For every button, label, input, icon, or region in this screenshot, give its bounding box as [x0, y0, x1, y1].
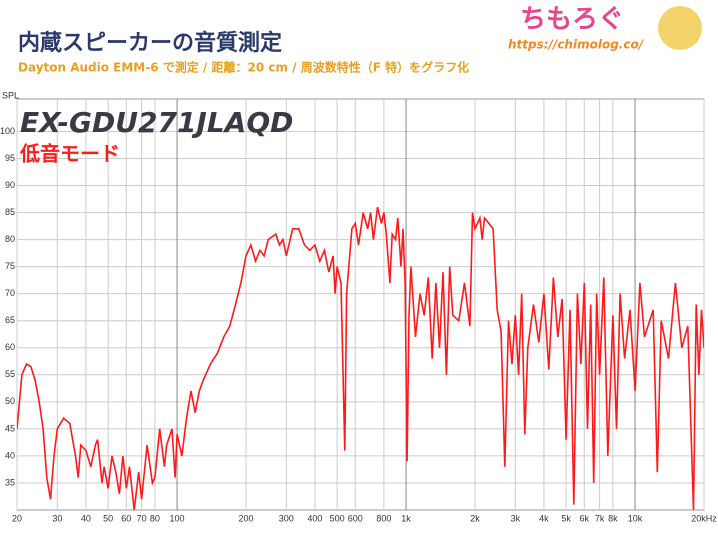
y-tick-label: 45 — [5, 423, 15, 433]
x-tick-label: 30 — [52, 513, 62, 523]
x-tick-label: 2k — [470, 513, 480, 523]
y-tick-label: 85 — [5, 207, 15, 217]
chart-title: 内蔵スピーカーの音質測定 — [18, 30, 282, 56]
y-tick-label: 95 — [5, 153, 15, 163]
x-tick-label: 600 — [348, 513, 363, 523]
annotation: EX-GDU271JLAQD — [20, 106, 293, 139]
x-tick-label: 500 — [330, 513, 345, 523]
y-tick-label: 55 — [5, 369, 15, 379]
x-tick-label: 8k — [608, 513, 618, 523]
x-tick-label: 20 — [12, 513, 22, 523]
x-tick-label: 7k — [595, 513, 605, 523]
y-tick-label: 60 — [5, 342, 15, 352]
chart-subtitle: Dayton Audio EMM-6 で測定 / 距離：20 cm / 周波数特… — [18, 60, 469, 75]
y-tick-label: 65 — [5, 315, 15, 325]
x-tick-label: 6k — [580, 513, 590, 523]
y-tick-label: 70 — [5, 288, 15, 298]
y-axis-label: SPL — [2, 90, 19, 100]
x-tick-label: 5k — [561, 513, 571, 523]
x-tick-label: 50 — [103, 513, 113, 523]
line — [17, 207, 704, 510]
mascot — [658, 6, 702, 50]
x-tick-label: 80 — [150, 513, 160, 523]
x-tick-label: 300 — [279, 513, 294, 523]
x-tick-label: 1k — [401, 513, 411, 523]
x-tick-label: 20kHz — [691, 513, 717, 523]
annotation: 低音モード — [19, 142, 120, 166]
logo: ちもろぐ — [520, 5, 624, 35]
y-tick-label: 35 — [5, 477, 15, 487]
x-tick-label: 800 — [376, 513, 391, 523]
y-tick-label: 75 — [5, 261, 15, 271]
y-tick-label: 40 — [5, 450, 15, 460]
x-tick-label: 70 — [137, 513, 147, 523]
y-tick-label: 50 — [5, 396, 15, 406]
x-tick-label: 200 — [238, 513, 253, 523]
y-tick-label: 90 — [5, 180, 15, 190]
x-tick-label: 40 — [81, 513, 91, 523]
x-tick-label: 3k — [511, 513, 521, 523]
x-tick-label: 400 — [307, 513, 322, 523]
x-tick-label: 4k — [539, 513, 549, 523]
x-tick-label: 60 — [121, 513, 131, 523]
x-tick-label: 10k — [628, 513, 643, 523]
plot-area — [16, 98, 705, 511]
y-tick-label: 80 — [5, 234, 15, 244]
y-tick-label: 100 — [0, 126, 15, 136]
url: https://chimolog.co/ — [508, 38, 645, 52]
x-tick-label: 100 — [170, 513, 185, 523]
